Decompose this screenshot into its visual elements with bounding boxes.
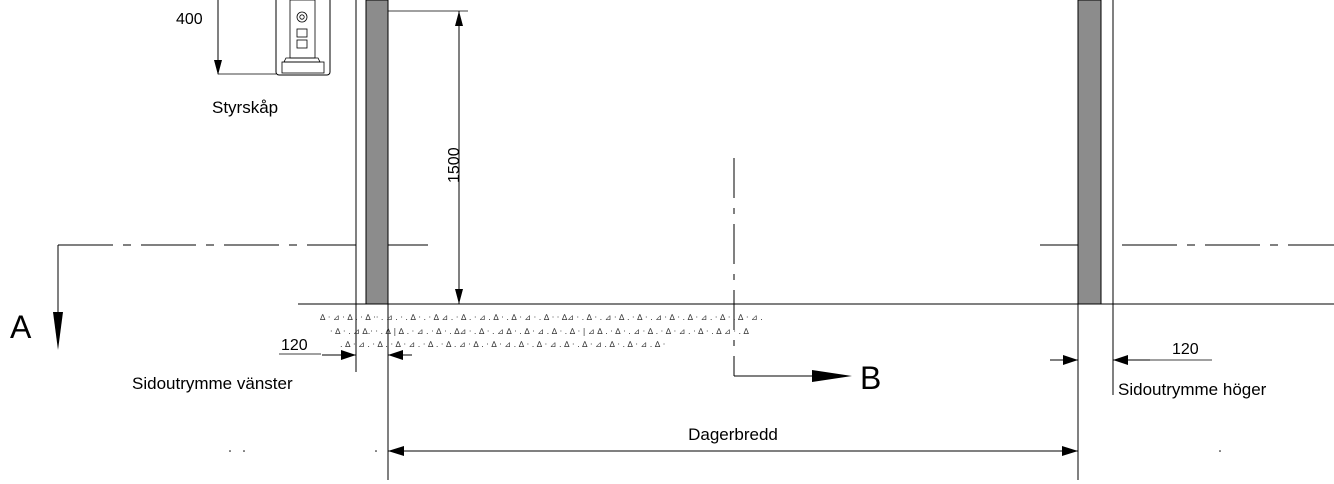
dimension-400-label: 400 [176,11,203,28]
section-line-b: B [733,158,881,396]
control-cabinet [275,0,331,76]
floor: ∆ · ⊿ · ∆ . · ∆ ·· . ⊿ . · . ∆ · . · ∆ ⊿… [298,303,1334,349]
section-a-label: A [10,309,32,345]
dimension-clear-width: Dagerbredd [388,425,1078,456]
dimension-1500-label: 1500 [446,147,463,183]
dimension-400: 400 [176,0,276,75]
right-post [1077,0,1114,480]
dimension-1500: 1500 [388,10,468,304]
svg-text:∆ · ⊿ · ∆ . · ∆ ·· . ⊿ .: ∆ · ⊿ · ∆ . · ∆ ·· . ⊿ . · . ∆ · . · ∆ ⊿… [319,313,763,322]
clear-width-label: Dagerbredd [688,425,778,444]
right-clearance-label: Sidoutrymme höger [1118,380,1267,399]
left-post [355,0,389,480]
dimension-left-clearance: 120 [279,337,412,360]
svg-text:· ∆ · . ⊿ ∆.· · . ∆ | ∆ .: · ∆ · . ⊿ ∆.· · . ∆ | ∆ . · ⊿ . · ∆ · . … [330,327,750,336]
section-b-label: B [860,360,881,396]
control-cabinet-label: Styrskåp [212,98,278,117]
dimension-left-clearance-label: 120 [281,337,308,354]
section-line-a: A [10,244,1334,350]
svg-text:. ∆ · ⊿ . · ∆ . · ∆: . ∆ · ⊿ . · ∆ . · ∆ · ⊿ . · ∆ . · ∆ . ⊿ … [340,340,665,349]
dimension-right-clearance: 120 [1050,341,1212,365]
left-clearance-label: Sidoutrymme vänster [132,374,293,393]
dimension-right-clearance-label: 120 [1172,341,1199,358]
extension-dots [229,450,1221,452]
